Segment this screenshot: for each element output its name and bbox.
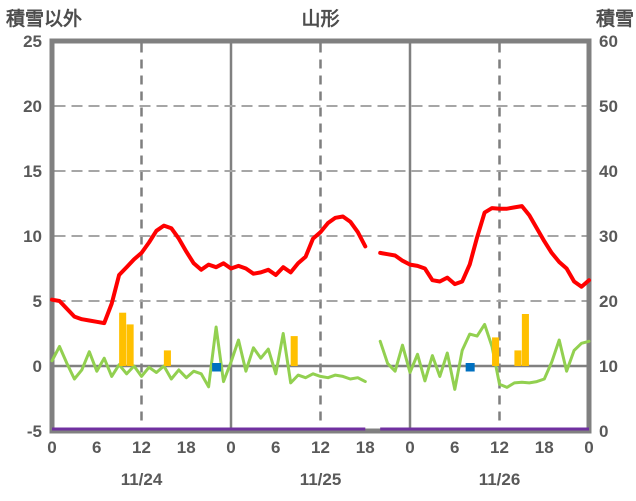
- x-axis-hour-label: 6: [450, 438, 459, 457]
- orange-bar: [290, 336, 298, 366]
- y-axis-left-label: 20: [23, 97, 42, 116]
- y-axis-right-label: 0: [599, 422, 608, 441]
- plot-frame: [49, 38, 592, 434]
- y-axis-left-label: -5: [27, 422, 42, 441]
- left-axis-title: 積雪以外: [6, 9, 83, 30]
- x-axis-hour-label: 0: [47, 438, 56, 457]
- right-axis-title: 積雪: [595, 9, 634, 30]
- y-axis-right-label: 20: [599, 292, 618, 311]
- orange-bar: [514, 350, 522, 366]
- x-axis-hour-label: 18: [356, 438, 375, 457]
- orange-bar: [126, 324, 134, 366]
- x-axis-date-label: 11/26: [479, 470, 521, 489]
- x-axis-hour-label: 18: [177, 438, 196, 457]
- x-axis-hour-label: 18: [535, 438, 554, 457]
- y-axis-right-label: 50: [599, 97, 618, 116]
- series-red-line: [50, 204, 591, 326]
- x-axis-date-label: 11/25: [300, 470, 342, 489]
- x-axis-hour-label: 6: [271, 438, 280, 457]
- y-axis-left-label: 25: [23, 32, 42, 51]
- x-axis-hour-label: 12: [490, 438, 509, 457]
- y-axis-left-label: 10: [23, 227, 42, 246]
- x-axis-hour-label: 12: [132, 438, 151, 457]
- blue-bar: [465, 363, 475, 372]
- chart-title: 山形: [301, 9, 340, 30]
- y-axis-right-label: 10: [599, 357, 618, 376]
- orange-bar: [521, 314, 529, 366]
- x-axis-hour-label: 0: [584, 438, 593, 457]
- x-axis-hour-label: 12: [311, 438, 330, 457]
- y-axis-left-label: 0: [33, 357, 42, 376]
- y-axis-right-label: 60: [599, 32, 618, 51]
- y-axis-left-label: 15: [23, 162, 42, 181]
- blue-bar: [212, 363, 222, 372]
- x-axis-hour-label: 0: [226, 438, 235, 457]
- x-axis-hour-label: 0: [405, 438, 414, 457]
- orange-bar: [119, 312, 127, 366]
- y-axis-right-label: 40: [599, 162, 618, 181]
- x-axis-date-label: 11/24: [121, 470, 163, 489]
- series-green-line: [50, 322, 591, 391]
- x-axis-hour-label: 6: [92, 438, 101, 457]
- orange-bar: [492, 337, 500, 366]
- y-axis-right-label: 30: [599, 227, 618, 246]
- orange-bar: [163, 350, 171, 366]
- y-axis-left-label: 5: [33, 292, 42, 311]
